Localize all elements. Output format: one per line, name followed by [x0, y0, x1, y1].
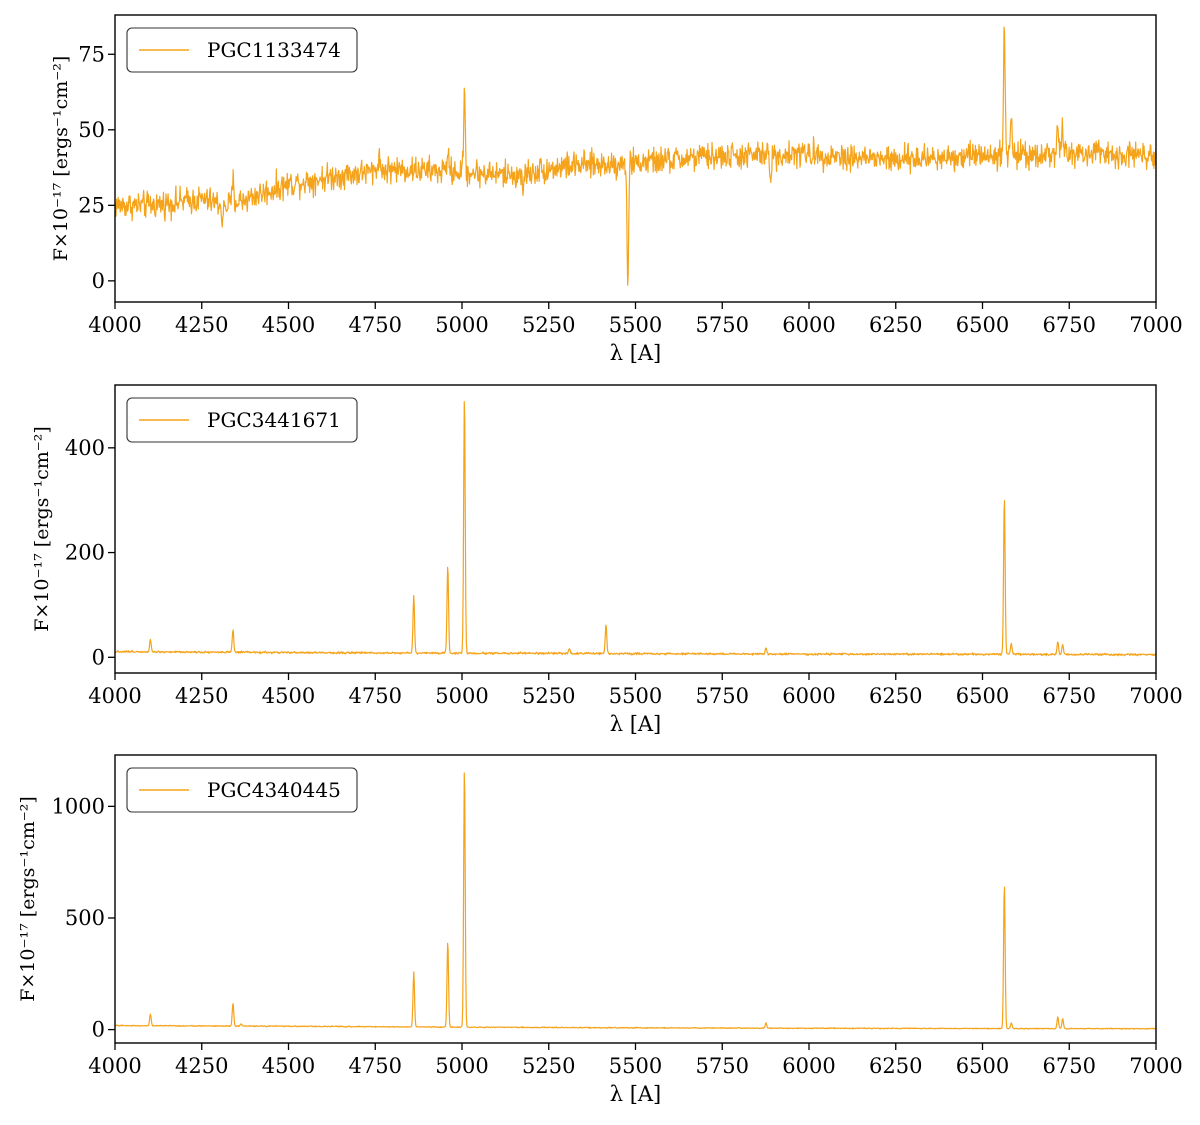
y-tick-label: 0 [92, 1018, 105, 1042]
x-tick-label: 7000 [1129, 684, 1182, 708]
legend: PGC4340445 [126, 767, 358, 813]
x-tick-label: 5000 [435, 1054, 488, 1078]
x-tick-label: 5750 [696, 684, 749, 708]
x-tick-label: 4750 [349, 313, 402, 337]
x-axis-label: λ [A] [610, 341, 662, 365]
y-tick-label: 75 [78, 42, 105, 66]
y-tick-label: 0 [92, 269, 105, 293]
x-tick-label: 5500 [609, 313, 662, 337]
x-tick-label: 4750 [349, 684, 402, 708]
y-tick-label: 0 [92, 645, 105, 669]
legend-entry: PGC1133474 [207, 38, 341, 62]
panel-3: 4000 4250 4500 4750 5000 5250 5500 5750 6000 6250… [17, 754, 1183, 1106]
x-tick-label: 6500 [956, 1054, 1009, 1078]
y-axis-label: F×10⁻¹⁷ [ergs⁻¹cm⁻²] [31, 426, 53, 632]
y-tick-label: 500 [65, 906, 105, 930]
x-tick-label: 4250 [175, 313, 228, 337]
y-axis-label: F×10⁻¹⁷ [ergs⁻¹cm⁻²] [50, 56, 72, 262]
x-tick-label: 4000 [88, 313, 141, 337]
x-tick-label: 6750 [1043, 1054, 1096, 1078]
panel-2: 4000 4250 4500 4750 5000 5250 5500 5750 6000 6250… [31, 384, 1183, 736]
y-tick-label: 400 [65, 436, 105, 460]
x-axis-label: λ [A] [610, 712, 662, 736]
x-tick-label: 5750 [696, 313, 749, 337]
y-tick-label: 200 [65, 541, 105, 565]
x-tick-label: 5250 [522, 684, 575, 708]
x-tick-label: 6250 [869, 313, 922, 337]
x-tick-label: 6250 [869, 684, 922, 708]
x-tick-label: 4000 [88, 1054, 141, 1078]
x-tick-label: 6000 [782, 313, 835, 337]
x-tick-label: 5000 [435, 684, 488, 708]
x-tick-label: 4500 [262, 684, 315, 708]
x-tick-label: 6250 [869, 1054, 922, 1078]
x-tick-label: 6750 [1043, 313, 1096, 337]
x-tick-label: 4500 [262, 1054, 315, 1078]
x-axis-label: λ [A] [610, 1082, 662, 1106]
spectrum-line [115, 772, 1156, 1030]
panel-1: 4000 4250 4500 4750 5000 5250 5500 5750 6000 6250… [50, 14, 1183, 365]
x-tick-label: 5000 [435, 313, 488, 337]
y-tick-label: 1000 [52, 794, 105, 818]
legend: PGC3441671 [126, 397, 358, 443]
x-tick-label: 7000 [1129, 313, 1182, 337]
legend-entry: PGC4340445 [207, 778, 341, 802]
x-tick-label: 6500 [956, 684, 1009, 708]
x-tick-label: 5750 [696, 1054, 749, 1078]
y-tick-label: 50 [78, 118, 105, 142]
x-tick-label: 5250 [522, 1054, 575, 1078]
x-tick-label: 7000 [1129, 1054, 1182, 1078]
spectrum-line [115, 400, 1156, 657]
spectrum-line [115, 26, 1156, 286]
x-tick-label: 4750 [349, 1054, 402, 1078]
x-tick-label: 6000 [782, 1054, 835, 1078]
x-tick-label: 5500 [609, 1054, 662, 1078]
y-axis-label: F×10⁻¹⁷ [ergs⁻¹cm⁻²] [17, 796, 39, 1002]
x-tick-label: 6750 [1043, 684, 1096, 708]
legend-box [126, 397, 358, 443]
x-tick-label: 5500 [609, 684, 662, 708]
x-tick-label: 6500 [956, 313, 1009, 337]
x-tick-label: 5250 [522, 313, 575, 337]
legend-box [126, 767, 358, 813]
x-tick-label: 4250 [175, 1054, 228, 1078]
x-tick-label: 4500 [262, 313, 315, 337]
y-tick-label: 25 [78, 193, 105, 217]
x-tick-label: 4250 [175, 684, 228, 708]
legend-box [126, 27, 358, 73]
legend: PGC1133474 [126, 27, 358, 73]
legend-entry: PGC3441671 [207, 408, 341, 432]
x-tick-label: 4000 [88, 684, 141, 708]
x-tick-label: 6000 [782, 684, 835, 708]
